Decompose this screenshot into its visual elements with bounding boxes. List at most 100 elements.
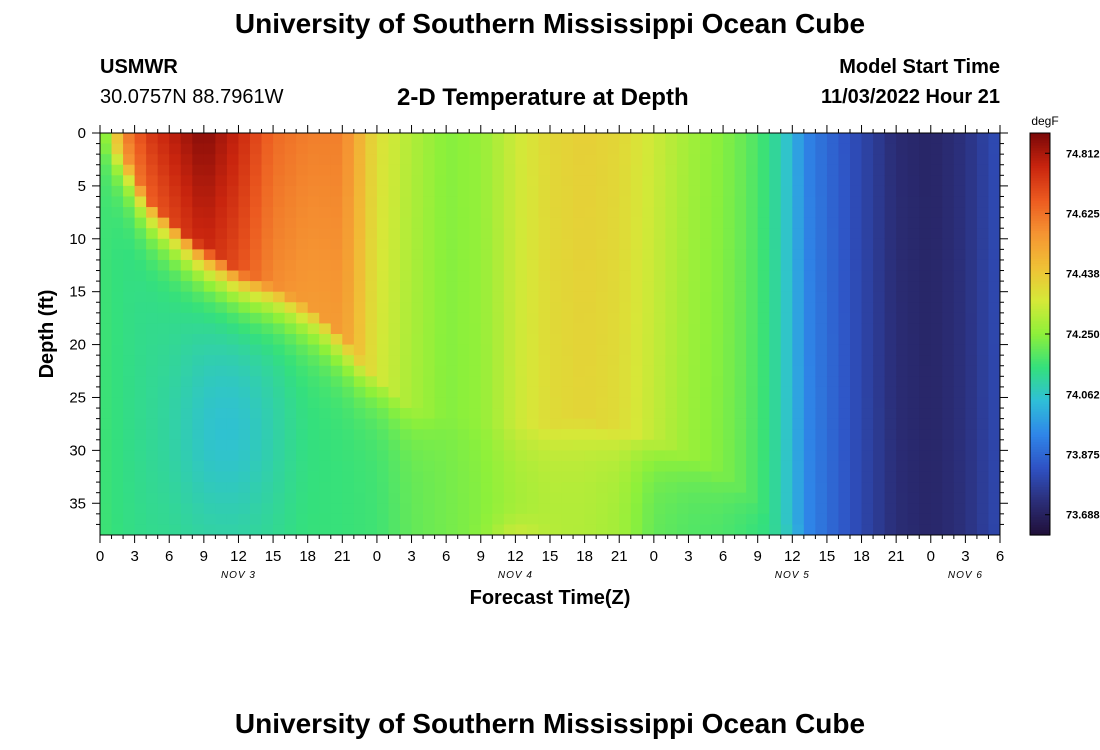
heatmap-cell [676,185,690,198]
heatmap-cell [469,228,482,240]
heatmap-cell [226,133,240,145]
heatmap-cell [434,397,447,409]
heatmap-cell [630,175,643,187]
colorbar-segment [1030,489,1050,493]
heatmap-cell [215,439,228,451]
heatmap-cell [896,334,909,346]
heatmap-cell [353,418,366,430]
heatmap-cell [550,185,563,198]
heatmap-cell [573,513,586,526]
heatmap-cell [273,429,286,441]
heatmap-cell [400,450,413,462]
heatmap-cell [976,492,990,504]
heatmap-cell [769,133,782,145]
heatmap-cell [284,386,297,399]
heatmap-cell [642,196,655,208]
heatmap-cell [192,291,205,303]
heatmap-cell [550,460,563,473]
heatmap-cell [907,344,920,356]
colorbar-segment [1030,160,1050,164]
heatmap-cell [123,503,136,515]
heatmap-cell [469,312,482,325]
heatmap-cell [769,408,782,420]
heatmap-cell [526,524,540,535]
heatmap-cell [169,408,182,420]
heatmap-cell [573,471,586,483]
heatmap-cell [792,365,805,377]
heatmap-cell [146,471,159,483]
heatmap-cell [630,429,643,441]
heatmap-cell [757,133,770,145]
heatmap-cell [423,249,436,261]
heatmap-cell [400,217,413,229]
heatmap-cell [919,133,932,145]
colorbar-segment [1030,369,1050,373]
heatmap-cell [873,418,886,430]
heatmap-cell [342,302,355,314]
heatmap-cell [769,513,782,526]
heatmap-cell [411,418,424,430]
heatmap-cell [446,259,459,272]
heatmap-cell [203,143,216,155]
heatmap-cell [757,312,770,325]
heatmap-cell [469,291,482,303]
heatmap-cell [850,291,863,303]
heatmap-cell [330,492,343,504]
colorbar-segment [1030,140,1050,144]
heatmap-cell [596,143,609,155]
heatmap-cell [838,175,851,187]
heatmap-cell [838,143,851,155]
heatmap-cell [400,196,413,208]
heatmap-cell [215,365,228,377]
date-label: NOV 3 [221,570,256,581]
heatmap-cell [538,323,551,335]
heatmap-cell [780,376,793,388]
heatmap-cell [573,185,586,198]
heatmap-cell [607,175,620,187]
heatmap-cell [919,492,932,504]
heatmap-cell [469,460,482,473]
heatmap-cell [838,281,851,293]
heatmap-cell [296,450,309,462]
heatmap-cell [203,408,216,420]
heatmap-cell [607,217,620,229]
heatmap-cell [457,291,470,303]
colorbar-segment [1030,437,1050,441]
heatmap-cell [180,323,193,335]
heatmap-cell [596,302,609,314]
heatmap-cell [400,503,413,515]
heatmap-cell [411,439,424,451]
heatmap-cell [376,143,390,155]
heatmap-cell [630,323,643,335]
heatmap-cell [861,482,874,494]
heatmap-cell [550,418,563,430]
heatmap-cell [930,439,943,451]
heatmap-cell [342,503,355,515]
heatmap-cell [353,450,366,462]
heatmap-cell [457,270,470,282]
heatmap-cell [953,513,966,526]
heatmap-cell [515,408,528,420]
heatmap-cell [630,376,643,388]
heatmap-cell [446,154,459,166]
heatmap-cell [319,524,332,535]
heatmap-cell [861,334,874,346]
heatmap-cell [676,386,690,399]
heatmap-cell [307,408,320,420]
heatmap-cell [965,471,978,483]
heatmap-cell [838,365,851,377]
heatmap-cell [526,450,540,462]
heatmap-cell [273,365,286,377]
heatmap-cell [792,185,805,198]
heatmap-cell [780,196,793,208]
heatmap-cell [423,228,436,240]
heatmap-cell [873,450,886,462]
heatmap-cell [434,365,447,377]
heatmap-cell [780,334,793,346]
heatmap-cell [850,143,863,155]
heatmap-cell [792,154,805,166]
heatmap-cell [873,196,886,208]
heatmap-cell [723,386,736,399]
heatmap-cell [411,259,424,272]
